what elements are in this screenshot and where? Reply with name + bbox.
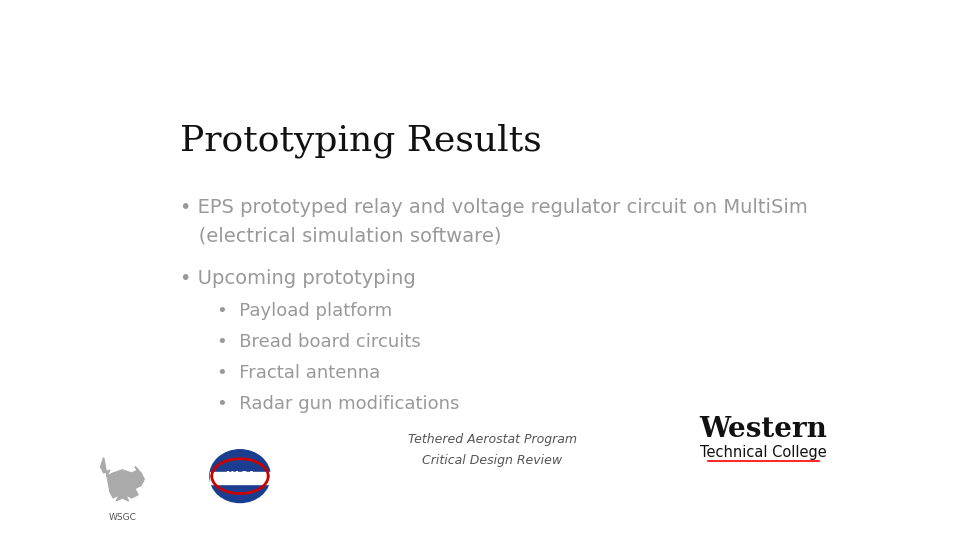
Text: NASA: NASA (225, 471, 255, 481)
Text: • EPS prototyped relay and voltage regulator circuit on MultiSim: • EPS prototyped relay and voltage regul… (180, 198, 807, 217)
Text: Prototyping Results: Prototyping Results (180, 123, 541, 158)
Text: Western: Western (700, 416, 828, 443)
Text: •  Bread board circuits: • Bread board circuits (217, 333, 420, 351)
Bar (210, 472, 271, 484)
Text: •  Payload platform: • Payload platform (217, 302, 392, 320)
Text: WSGC: WSGC (108, 514, 136, 522)
Text: Technical College: Technical College (700, 446, 827, 460)
Text: •  Radar gun modifications: • Radar gun modifications (217, 395, 459, 413)
Text: • Upcoming prototyping: • Upcoming prototyping (180, 268, 416, 287)
Text: (electrical simulation software): (electrical simulation software) (180, 227, 501, 246)
Text: Tethered Aerostat Program: Tethered Aerostat Program (407, 433, 577, 446)
Text: Critical Design Review: Critical Design Review (422, 454, 562, 467)
Ellipse shape (209, 450, 271, 503)
Text: •  Fractal antenna: • Fractal antenna (217, 364, 380, 382)
Polygon shape (101, 457, 144, 501)
